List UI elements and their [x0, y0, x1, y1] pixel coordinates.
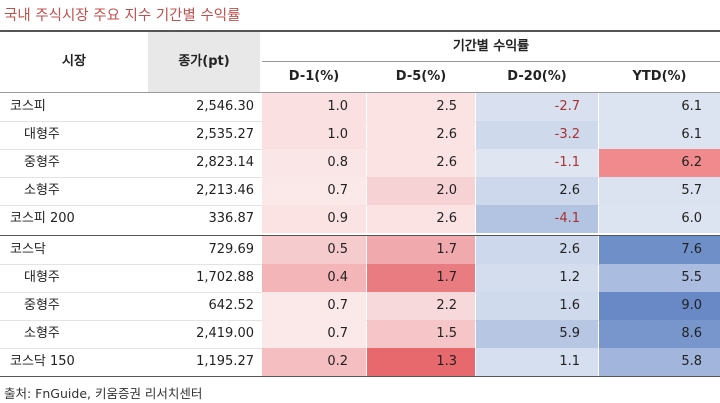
header-bottom-rule — [0, 92, 720, 93]
header-d5: D-5(%) — [395, 69, 447, 84]
ytd-return-cell: 6.1 — [599, 93, 720, 121]
ytd-return-cell: 5.7 — [599, 177, 720, 205]
d5-return-cell: 2.5 — [367, 93, 475, 121]
header-ytd: YTD(%) — [632, 69, 687, 84]
close-value-cell: 2,535.27 — [196, 127, 254, 142]
close-value-cell: 2,213.46 — [196, 183, 254, 198]
d1-return-cell: 0.4 — [262, 264, 366, 292]
d5-return-cell: 2.6 — [367, 205, 475, 233]
ytd-return-cell: 8.6 — [599, 320, 720, 348]
d1-return-cell: 0.5 — [262, 236, 366, 264]
market-name-cell: 코스닥 150 — [10, 354, 75, 369]
d1-return-cell: 0.7 — [262, 320, 366, 348]
d20-return-cell: -2.7 — [476, 93, 598, 121]
d5-return-cell: 1.3 — [367, 348, 475, 376]
header-returns-group: 기간별 수익률 — [452, 39, 530, 54]
close-value-cell: 2,419.00 — [196, 326, 254, 341]
d1-return-cell: 0.7 — [262, 177, 366, 205]
ytd-return-cell: 6.2 — [599, 149, 720, 177]
market-name-cell: 중형주 — [24, 298, 60, 313]
d5-return-cell: 1.7 — [367, 236, 475, 264]
header-d1: D-1(%) — [288, 69, 340, 84]
d5-return-cell: 2.0 — [367, 177, 475, 205]
d20-return-cell: 2.6 — [476, 236, 598, 264]
close-value-cell: 336.87 — [208, 211, 255, 226]
ytd-return-cell: 6.0 — [599, 205, 720, 233]
d5-return-cell: 2.6 — [367, 149, 475, 177]
d5-return-cell: 1.7 — [367, 264, 475, 292]
d20-return-cell: 1.1 — [476, 348, 598, 376]
market-name-cell: 중형주 — [24, 155, 60, 170]
kospi-kosdaq-divider — [0, 235, 720, 236]
market-name-cell: 대형주 — [24, 127, 60, 142]
d20-return-cell: -3.2 — [476, 121, 598, 149]
close-value-cell: 642.52 — [208, 298, 255, 313]
ytd-return-cell: 5.5 — [599, 264, 720, 292]
header-subline — [262, 61, 720, 62]
d1-return-cell: 1.0 — [262, 121, 366, 149]
d1-return-cell: 0.7 — [262, 292, 366, 320]
d1-return-cell: 0.8 — [262, 149, 366, 177]
header-d20: D-20(%) — [507, 69, 567, 84]
d20-return-cell: 1.6 — [476, 292, 598, 320]
market-name-cell: 소형주 — [24, 326, 60, 341]
close-value-cell: 1,195.27 — [196, 354, 254, 369]
d5-return-cell: 2.6 — [367, 121, 475, 149]
table-title: 국내 주식시장 주요 지수 기간별 수익률 — [4, 8, 241, 24]
d1-return-cell: 1.0 — [262, 93, 366, 121]
d20-return-cell: 2.6 — [476, 177, 598, 205]
d1-return-cell: 0.9 — [262, 205, 366, 233]
ytd-return-cell: 7.6 — [599, 236, 720, 264]
market-name-cell: 대형주 — [24, 270, 60, 285]
close-value-cell: 1,702.88 — [196, 270, 254, 285]
market-name-cell: 코스닥 — [10, 242, 46, 257]
d5-return-cell: 1.5 — [367, 320, 475, 348]
close-value-cell: 729.69 — [208, 242, 255, 257]
d20-return-cell: -1.1 — [476, 149, 598, 177]
ytd-return-cell: 9.0 — [599, 292, 720, 320]
header-market: 시장 — [62, 54, 86, 69]
header-close: 종가(pt) — [178, 54, 230, 69]
market-name-cell: 코스피 200 — [10, 211, 75, 226]
d5-return-cell: 2.2 — [367, 292, 475, 320]
source-note: 출처: FnGuide, 키움증권 리서치센터 — [4, 386, 203, 401]
bottom-rule — [0, 376, 720, 377]
market-name-cell: 코스피 — [10, 99, 46, 114]
d20-return-cell: 5.9 — [476, 320, 598, 348]
ytd-return-cell: 6.1 — [599, 121, 720, 149]
market-name-cell: 소형주 — [24, 183, 60, 198]
close-header-bg — [148, 32, 260, 92]
d1-return-cell: 0.2 — [262, 348, 366, 376]
close-value-cell: 2,546.30 — [196, 99, 254, 114]
top-rule — [0, 30, 720, 32]
d20-return-cell: 1.2 — [476, 264, 598, 292]
ytd-return-cell: 5.8 — [599, 348, 720, 376]
d20-return-cell: -4.1 — [476, 205, 598, 233]
close-value-cell: 2,823.14 — [196, 155, 254, 170]
